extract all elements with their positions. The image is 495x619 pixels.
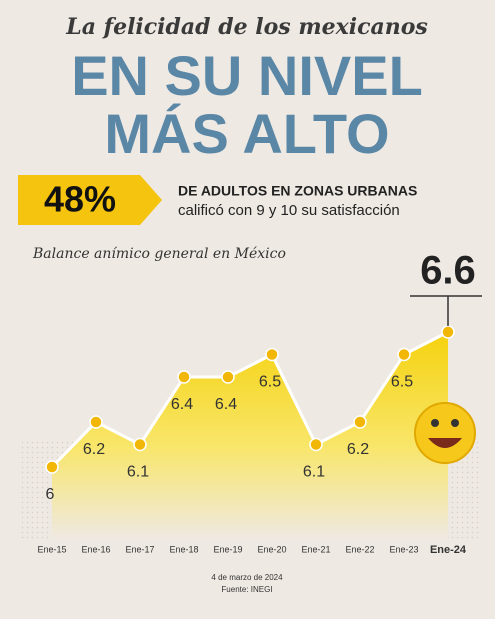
title: EN SU NIVEL — [71, 44, 423, 107]
value-label: 6.5 — [391, 374, 413, 391]
x-tick-label: Ene-15 — [37, 544, 66, 554]
banner-arrow — [18, 175, 162, 225]
point — [353, 415, 367, 429]
point — [309, 437, 323, 452]
value-label: 6.2 — [347, 441, 369, 458]
value-label: 6.2 — [83, 441, 105, 458]
footer-date: 4 de marzo de 2024 — [211, 573, 283, 582]
emoji-eye — [431, 419, 439, 427]
emoji-happy — [414, 402, 476, 464]
line — [50, 330, 449, 469]
kicker: La felicidad de los mexicanos — [65, 14, 428, 40]
value-label: 6.5 — [259, 374, 281, 391]
point — [133, 437, 147, 452]
x-tick-label: Ene-23 — [389, 544, 418, 554]
point — [221, 370, 235, 384]
x-tick-label: Ene-20 — [257, 544, 286, 554]
x-tick-label: Ene-16 — [81, 544, 110, 554]
x-tick-label: Ene-18 — [169, 544, 198, 554]
point — [397, 347, 411, 362]
point — [265, 347, 279, 362]
value-label: 6.1 — [303, 464, 325, 481]
x-tick-label: Ene-22 — [345, 544, 374, 554]
x-tick-label: Ene-21 — [301, 544, 330, 554]
banner-text: DE ADULTOS EN ZONAS URBANAS — [178, 183, 417, 199]
value-label: 6.1 — [127, 464, 149, 481]
plot: 6 Ene-15 6.2 Ene-16 6.1 Ene-17 6.4 Ene-18 6.4 Ene… — [37, 249, 482, 556]
point — [45, 460, 59, 474]
x-tick-label: Ene-24 — [430, 544, 467, 556]
value-label: 6.4 — [215, 396, 237, 413]
value-label-big: 6.6 — [420, 249, 476, 293]
value-label: 6 — [46, 486, 55, 503]
area — [52, 332, 448, 540]
point — [177, 370, 191, 384]
title: MÁS ALTO — [104, 102, 389, 165]
x-tick-label: Ene-17 — [125, 544, 154, 554]
point — [441, 325, 455, 339]
x-tick-label: Ene-19 — [213, 544, 242, 554]
chart-title: Balance anímico general en México — [32, 246, 286, 262]
value-label: 6.4 — [171, 396, 193, 413]
footer-source: Fuente: INEGI — [221, 585, 272, 594]
point — [89, 415, 103, 429]
emoji-mouth — [428, 438, 462, 448]
emoji-eye — [451, 419, 459, 427]
banner-text: calificó con 9 y 10 su satisfacción — [178, 202, 400, 219]
banner-stat: 48% — [44, 179, 116, 220]
